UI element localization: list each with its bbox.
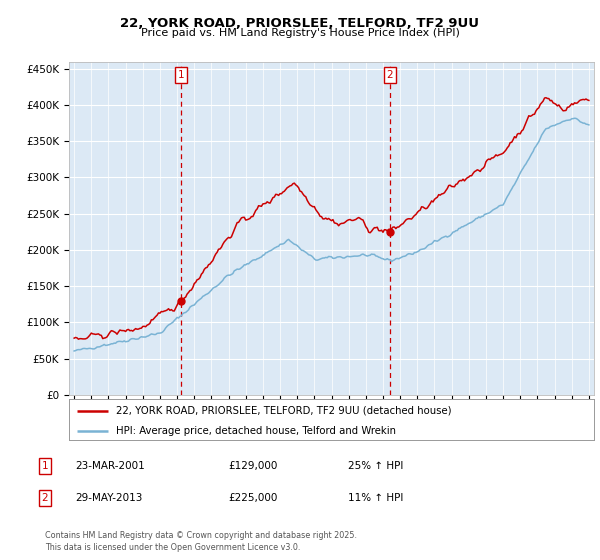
- Text: £129,000: £129,000: [228, 461, 277, 471]
- Text: HPI: Average price, detached house, Telford and Wrekin: HPI: Average price, detached house, Telf…: [116, 426, 396, 436]
- Text: 11% ↑ HPI: 11% ↑ HPI: [348, 493, 403, 503]
- Text: 29-MAY-2013: 29-MAY-2013: [75, 493, 142, 503]
- Text: 1: 1: [41, 461, 49, 471]
- Text: 25% ↑ HPI: 25% ↑ HPI: [348, 461, 403, 471]
- Text: 22, YORK ROAD, PRIORSLEE, TELFORD, TF2 9UU: 22, YORK ROAD, PRIORSLEE, TELFORD, TF2 9…: [121, 17, 479, 30]
- Text: Price paid vs. HM Land Registry's House Price Index (HPI): Price paid vs. HM Land Registry's House …: [140, 28, 460, 38]
- Text: 2: 2: [386, 70, 394, 80]
- Text: 2: 2: [41, 493, 49, 503]
- Text: 23-MAR-2001: 23-MAR-2001: [75, 461, 145, 471]
- Text: £225,000: £225,000: [228, 493, 277, 503]
- Text: 22, YORK ROAD, PRIORSLEE, TELFORD, TF2 9UU (detached house): 22, YORK ROAD, PRIORSLEE, TELFORD, TF2 9…: [116, 405, 452, 416]
- Text: Contains HM Land Registry data © Crown copyright and database right 2025.
This d: Contains HM Land Registry data © Crown c…: [45, 531, 357, 552]
- Text: 1: 1: [178, 70, 184, 80]
